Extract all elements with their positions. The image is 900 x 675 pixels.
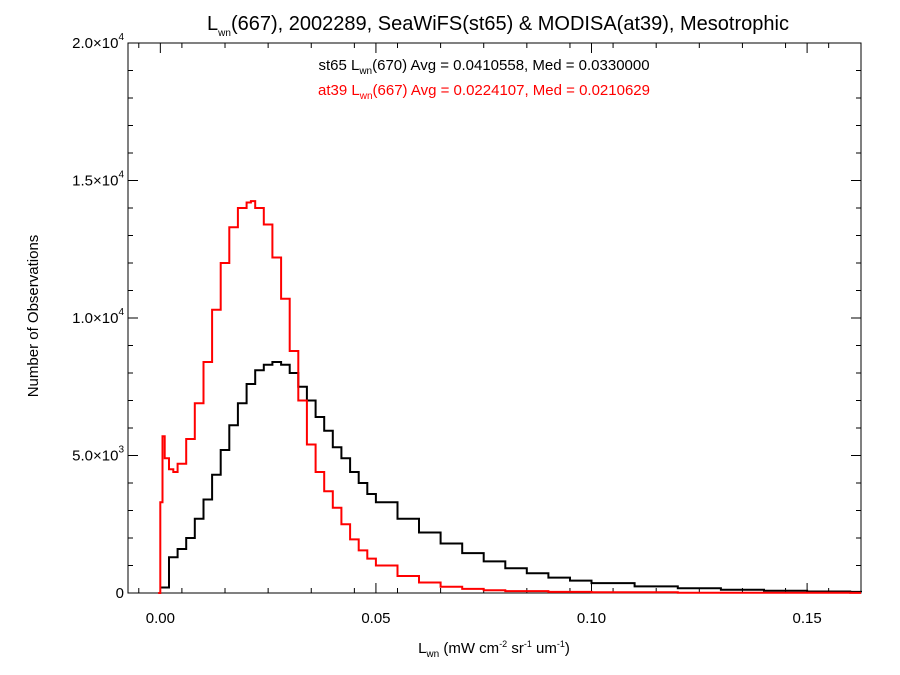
x-axis-ticks: 0.00 0.05 0.10 0.15 bbox=[138, 43, 830, 627]
chart-title: Lwn(667), 2002289, SeaWiFS(st65) & MODIS… bbox=[207, 13, 789, 39]
y-tick-label: 5.0×103 bbox=[72, 445, 124, 465]
series-line-at39 bbox=[158, 200, 861, 594]
y-axis-label: Number of Observations bbox=[25, 235, 42, 398]
y-tick-label: 2.0×104 bbox=[72, 32, 124, 52]
x-tick-label: 0.10 bbox=[577, 610, 606, 627]
series-line-st65 bbox=[160, 361, 862, 593]
y-tick-label: 0 bbox=[116, 585, 124, 602]
x-tick-label: 0.00 bbox=[146, 610, 175, 627]
x-axis-label: Lwn (mW cm-2 sr-1 um-1) bbox=[418, 639, 570, 660]
y-axis-ticks: 0 5.0×103 1.0×104 1.5×104 2.0×104 bbox=[72, 32, 861, 602]
x-tick-label: 0.15 bbox=[793, 610, 822, 627]
annotation-st65: st65 Lwn(670) Avg = 0.0410558, Med = 0.0… bbox=[318, 57, 649, 77]
series-group bbox=[158, 200, 862, 594]
x-tick-label: 0.05 bbox=[361, 610, 390, 627]
y-tick-label: 1.5×104 bbox=[72, 170, 124, 190]
y-tick-label: 1.0×104 bbox=[72, 307, 124, 327]
annotation-at39: at39 Lwn(667) Avg = 0.0224107, Med = 0.0… bbox=[318, 82, 650, 102]
